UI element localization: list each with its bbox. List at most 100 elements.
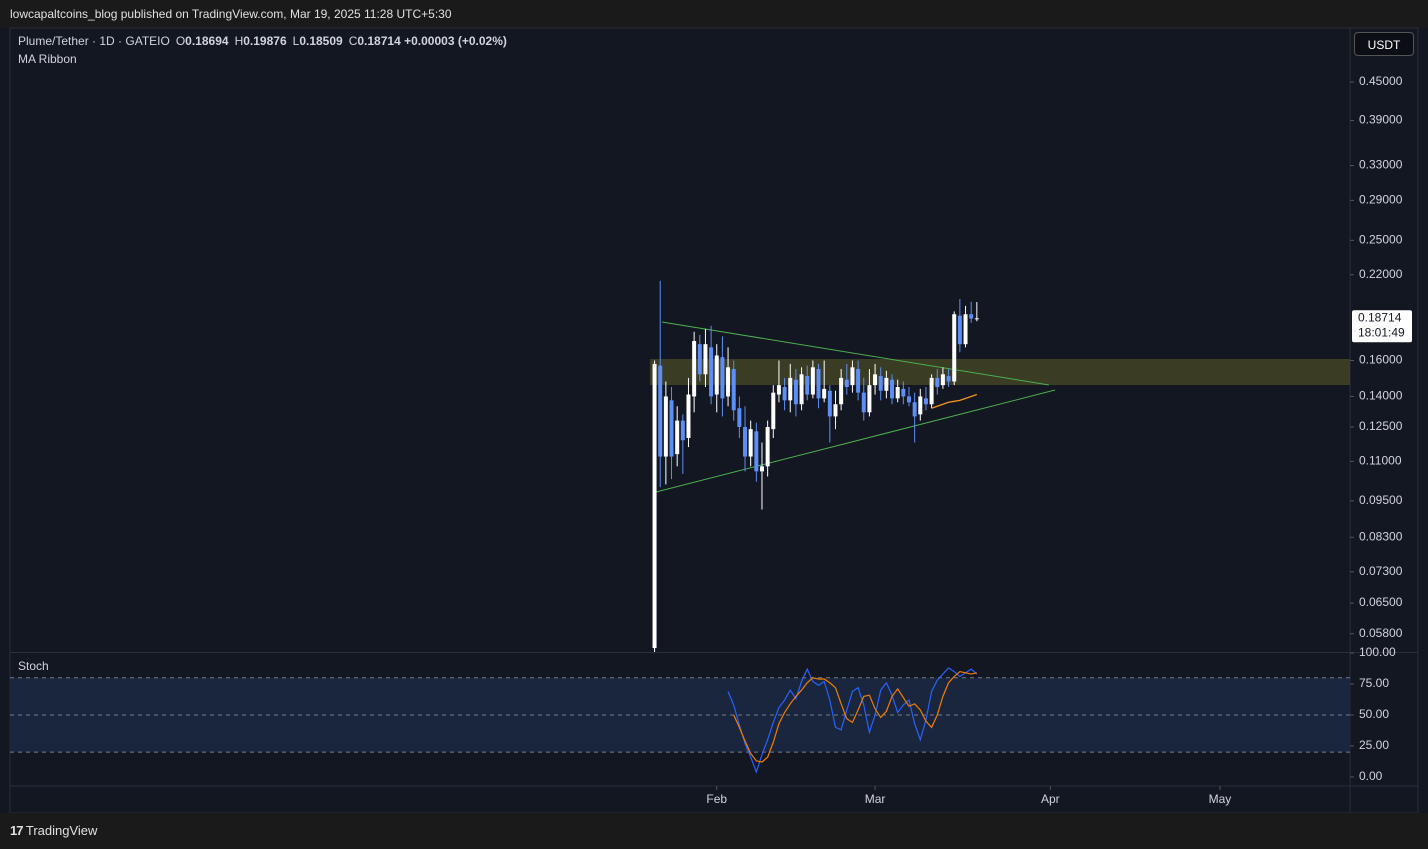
ohlc-key: O (175, 34, 186, 48)
trend-line-upper (661, 321, 1050, 386)
x-tick-label: Feb (706, 792, 727, 806)
candle-body (952, 314, 957, 382)
y-tick-label: 0.08300 (1359, 529, 1403, 543)
y-tick-label: 0.22000 (1359, 267, 1403, 281)
ohlc-values: O0.18694 H0.19876 L0.18509 C0.18714 (170, 34, 401, 48)
candle-body (692, 341, 697, 397)
indicator-label: MA Ribbon (18, 52, 77, 66)
candle-body (652, 363, 657, 649)
ohlc-value: 0.18694 (185, 34, 229, 48)
y-tick-label: 0.07300 (1359, 564, 1403, 578)
candle-body (658, 365, 663, 457)
symbol: Plume/Tether · 1D · GATEIO (18, 34, 170, 48)
candle-body (709, 347, 714, 397)
candle-body (963, 314, 968, 345)
candle-body (827, 390, 832, 417)
candle-body (873, 374, 878, 386)
y-tick-label: 0.11000 (1359, 454, 1402, 468)
ohlc-value: 0.19876 (243, 34, 287, 48)
candle-body (805, 376, 810, 395)
ohlc-key: H (234, 34, 244, 48)
candle-body (906, 396, 911, 403)
symbol-legend: Plume/Tether · 1D · GATEIO O0.18694 H0.198… (18, 34, 507, 48)
stoch-band (10, 677, 1350, 753)
candle-body (839, 377, 844, 405)
y-tick-label: 0.39000 (1359, 113, 1403, 127)
candle-body (822, 388, 827, 399)
y-tick-label: 0.00 (1359, 769, 1383, 783)
candle-body (969, 314, 974, 319)
candle-body (929, 377, 934, 405)
candle-body (669, 400, 674, 457)
y-tick-label: 0.12500 (1359, 419, 1403, 433)
candle-body (680, 420, 685, 441)
y-tick-label: 0.09500 (1359, 493, 1403, 507)
candle-body (850, 367, 855, 386)
candle-body (737, 408, 742, 427)
candle-body (675, 420, 680, 455)
y-tick-label: 50.00 (1359, 707, 1389, 721)
candle-body (788, 377, 793, 401)
candle-body (974, 318, 979, 320)
support-zone (650, 359, 1350, 385)
candle-body (912, 402, 917, 417)
logo-mark: 17 (10, 823, 24, 838)
x-tick-label: Mar (865, 792, 886, 806)
trend-line-lower (655, 389, 1056, 493)
candle-body (890, 379, 895, 399)
currency-button[interactable]: USDT (1354, 32, 1414, 56)
stoch-line (733, 670, 977, 763)
candle-body (703, 344, 708, 375)
candle-body (816, 369, 821, 399)
candle-body (940, 374, 945, 386)
y-tick-label: 100.00 (1359, 645, 1396, 659)
y-tick-label: 0.33000 (1359, 158, 1403, 172)
candle-body (697, 344, 702, 375)
candle-body (765, 426, 770, 467)
candle-body (743, 426, 748, 457)
candle-body (946, 376, 951, 382)
x-tick-label: May (1209, 792, 1232, 806)
ohlc-value: 0.18509 (299, 34, 343, 48)
y-tick-label: 75.00 (1359, 676, 1389, 690)
pane-title: Stoch (18, 659, 49, 673)
y-tick-label: 25.00 (1359, 738, 1389, 752)
candle-body (731, 369, 736, 411)
candle-body (726, 367, 731, 397)
y-tick-label: 0.29000 (1359, 193, 1403, 207)
candle-body (686, 394, 691, 438)
candle-body (833, 404, 838, 417)
ohlc-key: L (292, 34, 300, 48)
candle-body (810, 367, 815, 395)
ma-line (931, 393, 978, 409)
candle-body (867, 385, 872, 413)
candle-body (754, 431, 759, 472)
y-tick-label: 0.05800 (1359, 626, 1403, 640)
x-tick-label: Apr (1041, 792, 1060, 806)
candle-body (957, 315, 962, 345)
candle-body (799, 374, 804, 405)
candle-body (720, 357, 725, 399)
candle-body (844, 379, 849, 388)
candle-body (901, 388, 906, 397)
candle-body (782, 387, 787, 401)
candle-body (895, 387, 900, 399)
publish-bar: lowcapaltcoins_blog published on Trading… (0, 0, 1428, 28)
logo-text: TradingView (25, 823, 98, 838)
change: +0.00003 (+0.02%) (404, 34, 507, 48)
ohlc-key: C (348, 34, 358, 48)
candle-body (771, 392, 776, 430)
y-tick-label: 0.16000 (1359, 353, 1403, 367)
last-price-box (1352, 310, 1412, 343)
candle-body (714, 355, 719, 395)
countdown-label: 18:01:49 (1358, 325, 1405, 339)
y-tick-label: 0.06500 (1359, 595, 1403, 609)
candle-body (663, 396, 668, 457)
price-pane (652, 280, 979, 652)
candle-body (884, 377, 889, 391)
y-tick-label: 0.25000 (1359, 232, 1403, 246)
candle-body (918, 396, 923, 415)
candle-body (923, 398, 928, 405)
